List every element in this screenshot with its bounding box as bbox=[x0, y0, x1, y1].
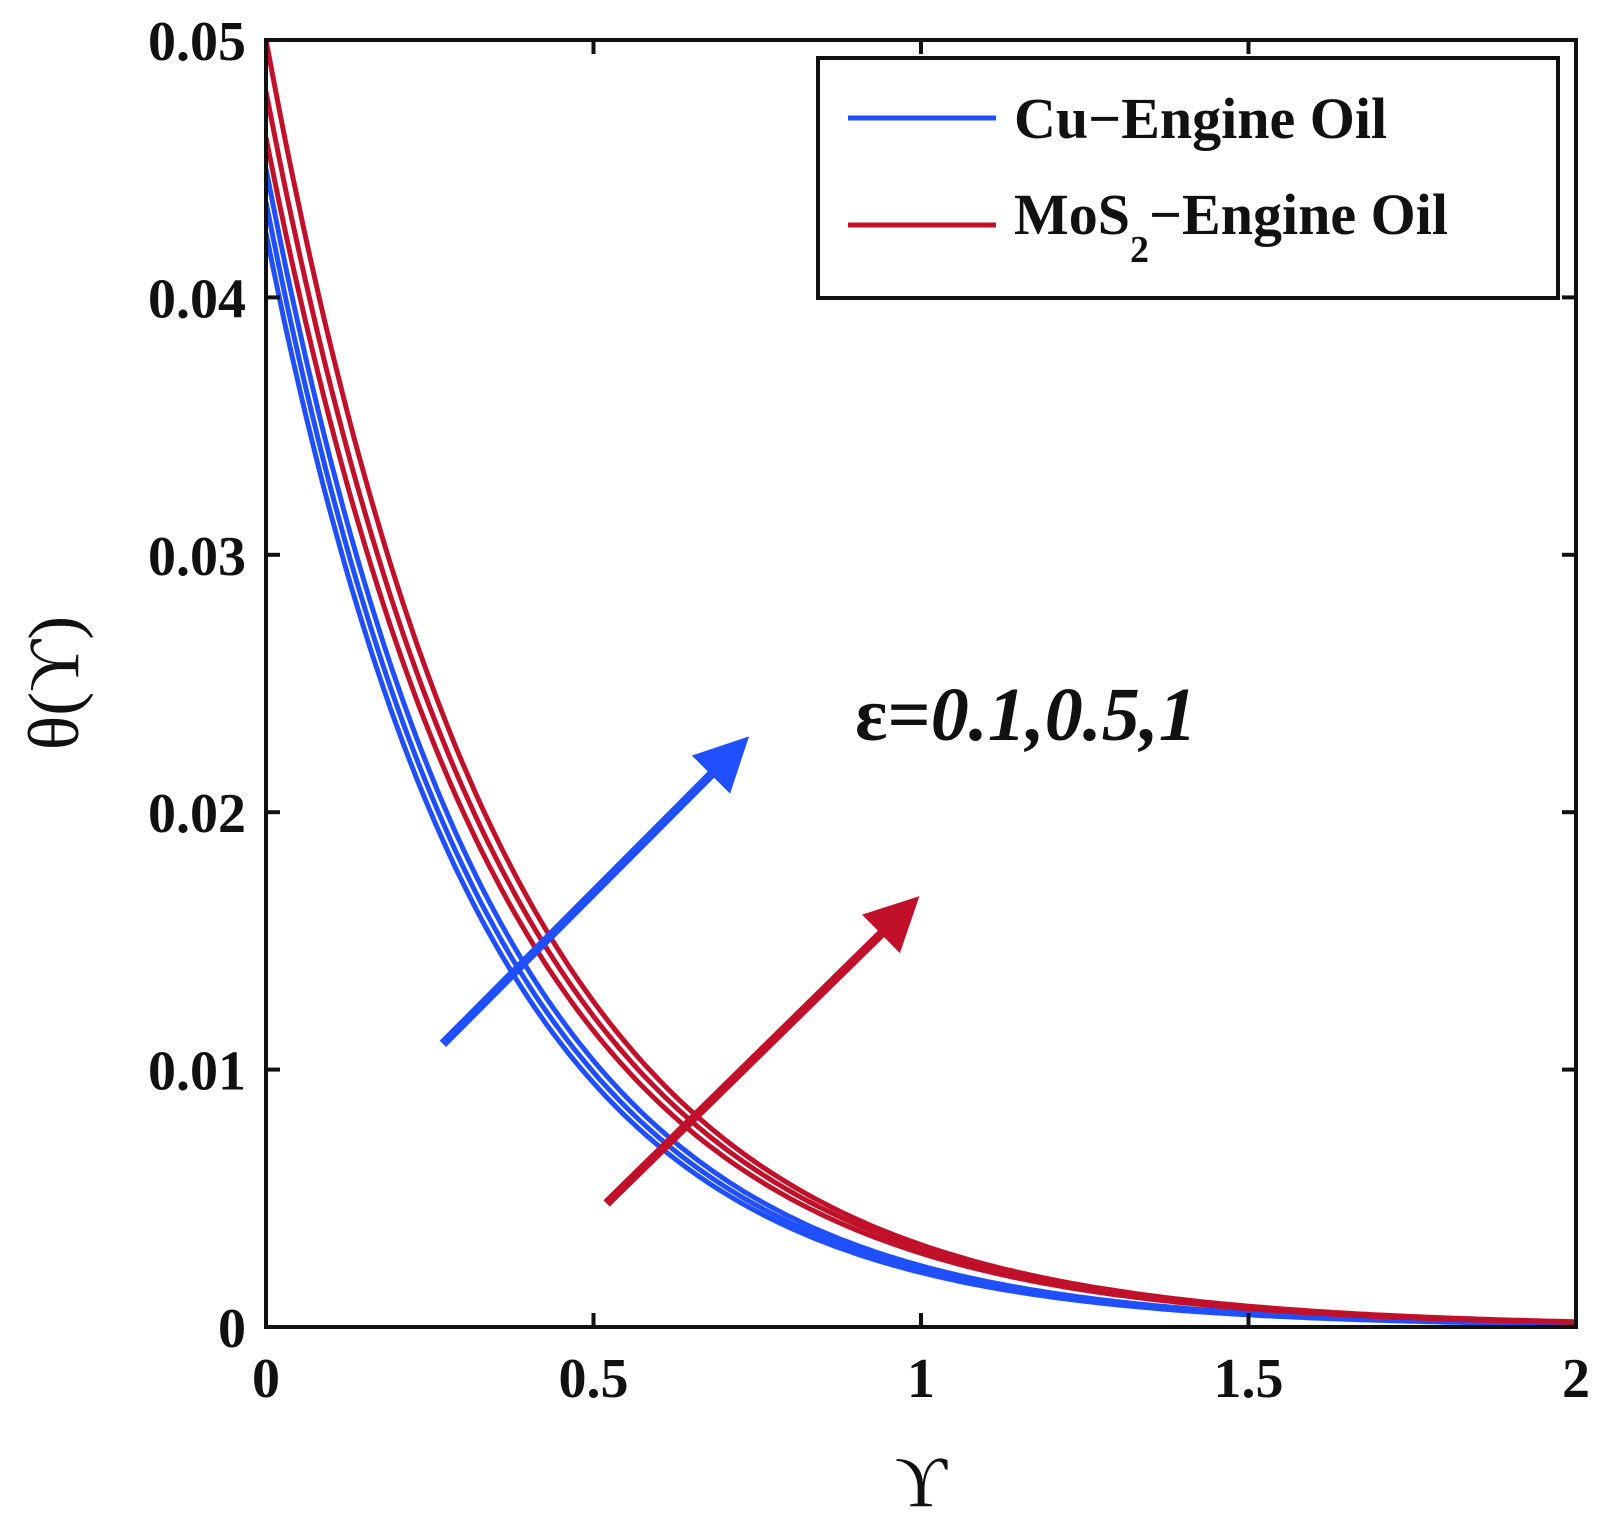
legend-box bbox=[816, 56, 1560, 300]
legend-label-cu: Cu−Engine Oil bbox=[1014, 86, 1387, 151]
tick-layer: 0 0.5 1 1.5 2 0 0.01 0.02 0.03 0.04 0.05 bbox=[148, 11, 1590, 1410]
red-trend-arrow bbox=[603, 896, 920, 1207]
series-line-cu-2 bbox=[266, 168, 1576, 1327]
epsilon-prefix: ε= bbox=[855, 673, 931, 757]
legend-label-mos2-sub: 2 bbox=[1130, 229, 1149, 271]
legend-label-mos2-rest: −Engine Oil bbox=[1149, 182, 1448, 247]
y-tick-label: 0.03 bbox=[148, 526, 246, 588]
x-axis-title: ϒ bbox=[895, 1442, 948, 1519]
arrow-layer bbox=[439, 736, 920, 1207]
x-tick-label: 1 bbox=[907, 1348, 935, 1410]
y-tick-label: 0.02 bbox=[148, 783, 246, 845]
x-tick-label: 1.5 bbox=[1214, 1348, 1284, 1410]
y-tick-label: 0.05 bbox=[148, 11, 246, 73]
blue-trend-arrow bbox=[439, 736, 750, 1048]
x-tick-label: 0 bbox=[252, 1348, 280, 1410]
epsilon-annotation: ε=0.1,0.5,1 bbox=[855, 673, 1197, 757]
y-tick-label: 0.01 bbox=[148, 1041, 246, 1103]
epsilon-values: 0.1,0.5,1 bbox=[931, 673, 1197, 757]
series-layer bbox=[266, 40, 1576, 1327]
y-tick-label: 0.04 bbox=[148, 268, 246, 330]
legend-label-mos2: MoS2−Engine Oil bbox=[1014, 182, 1448, 271]
legend: Cu−Engine Oil MoS2−Engine Oil bbox=[816, 56, 1560, 300]
x-tick-label: 2 bbox=[1562, 1348, 1590, 1410]
series-line-mos2-5 bbox=[266, 40, 1576, 1325]
legend-label-mos2-main: MoS bbox=[1014, 182, 1130, 247]
y-tick-label: 0 bbox=[218, 1298, 246, 1360]
x-tick-label: 0.5 bbox=[559, 1348, 629, 1410]
series-line-cu-0 bbox=[266, 232, 1576, 1327]
y-axis-title: θ(ϒ) bbox=[14, 616, 94, 750]
